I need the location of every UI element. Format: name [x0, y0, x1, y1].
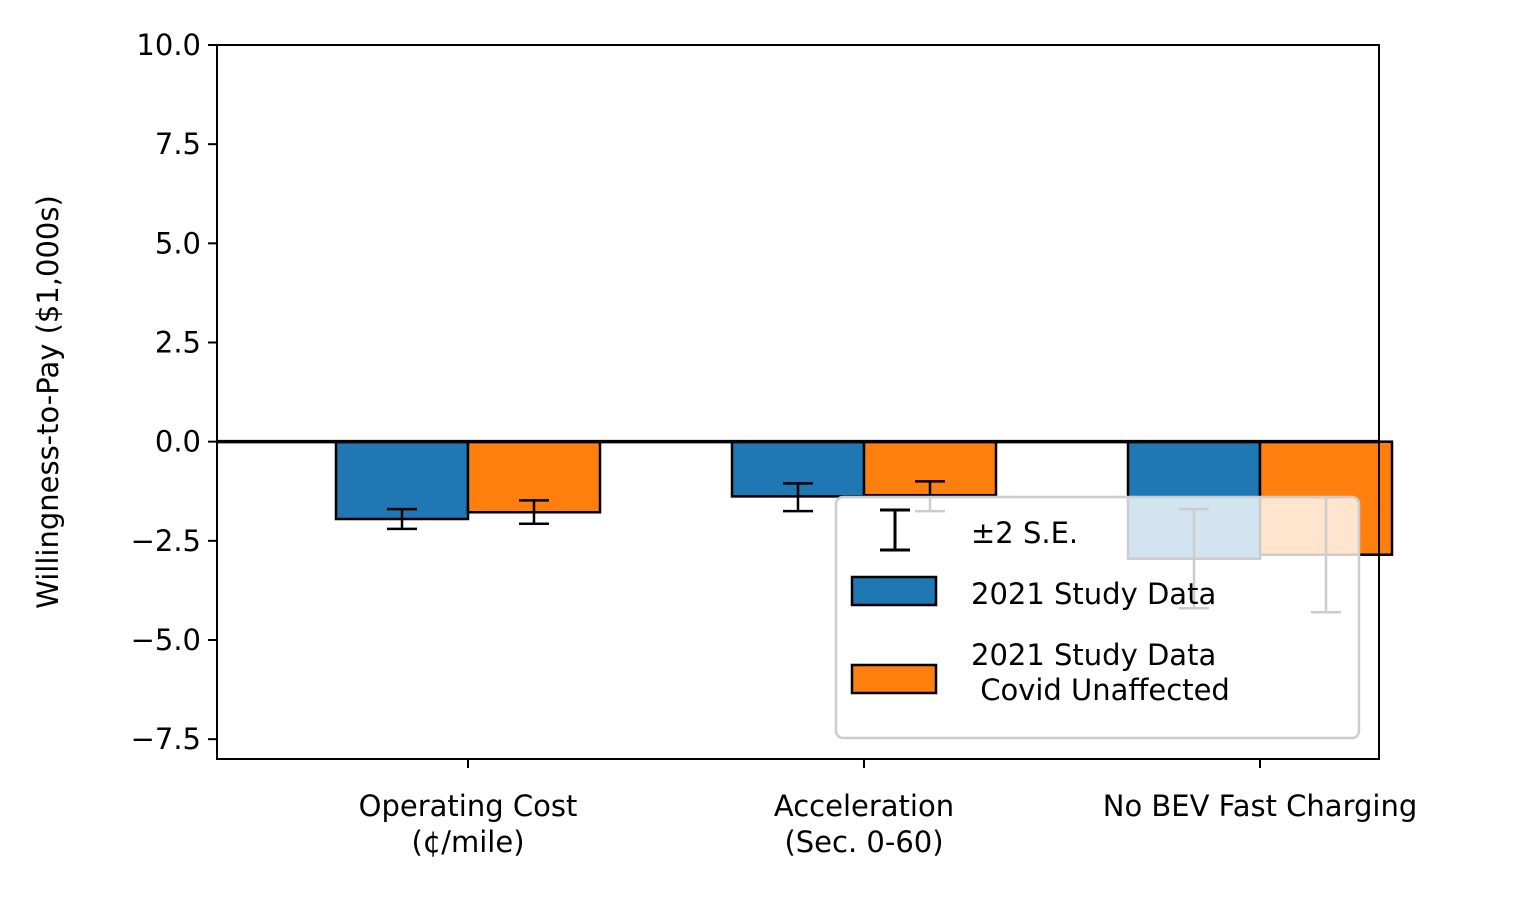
- axes-layer: 10.0 7.5 5.0 2.5 0.0 −2.5 −5.0 −7.5 Operating Co…: [131, 28, 1418, 859]
- bar-study-0: [334, 440, 470, 521]
- legend-frame: [834, 495, 1361, 740]
- legend-errorbar-symbol: [880, 508, 910, 552]
- y-tick-label: 10.0: [136, 28, 201, 62]
- error-bar-1-0: [519, 499, 549, 526]
- x-tick-label: Acceleration: [774, 789, 954, 823]
- legend-label-se: ±2 S.E.: [971, 516, 1078, 550]
- error-bar-0-1: [783, 482, 813, 513]
- x-tick-label: (Sec. 0-60): [784, 825, 943, 859]
- legend-swatch-study: [850, 575, 938, 607]
- legend-swatch-covid-unaffected: [850, 663, 938, 695]
- legend-label-line: Covid Unaffected: [971, 673, 1230, 707]
- x-tick-label: Operating Cost: [359, 789, 578, 823]
- y-axis-title: Willingness-to-Pay ($1,000s): [31, 195, 65, 609]
- y-tick-label: 5.0: [155, 226, 201, 260]
- y-tick-label: 0.0: [155, 425, 201, 459]
- y-tick-label: −5.0: [131, 623, 201, 657]
- plot-frame: [216, 44, 1380, 760]
- y-tick-label: 2.5: [155, 326, 201, 360]
- x-tick-label: (¢/mile): [411, 825, 524, 859]
- legend-label-line: 2021 Study Data: [971, 638, 1216, 672]
- y-tick-label: −7.5: [131, 722, 201, 756]
- legend-label-covid-unaffected: 2021 Study Data Covid Unaffected: [971, 638, 1230, 707]
- y-tick-label: −2.5: [131, 524, 201, 558]
- legend-label-study: 2021 Study Data: [971, 577, 1216, 611]
- error-bar-0-0: [387, 507, 417, 531]
- y-tick-label: 7.5: [155, 127, 201, 161]
- x-tick-label: No BEV Fast Charging: [1103, 789, 1417, 823]
